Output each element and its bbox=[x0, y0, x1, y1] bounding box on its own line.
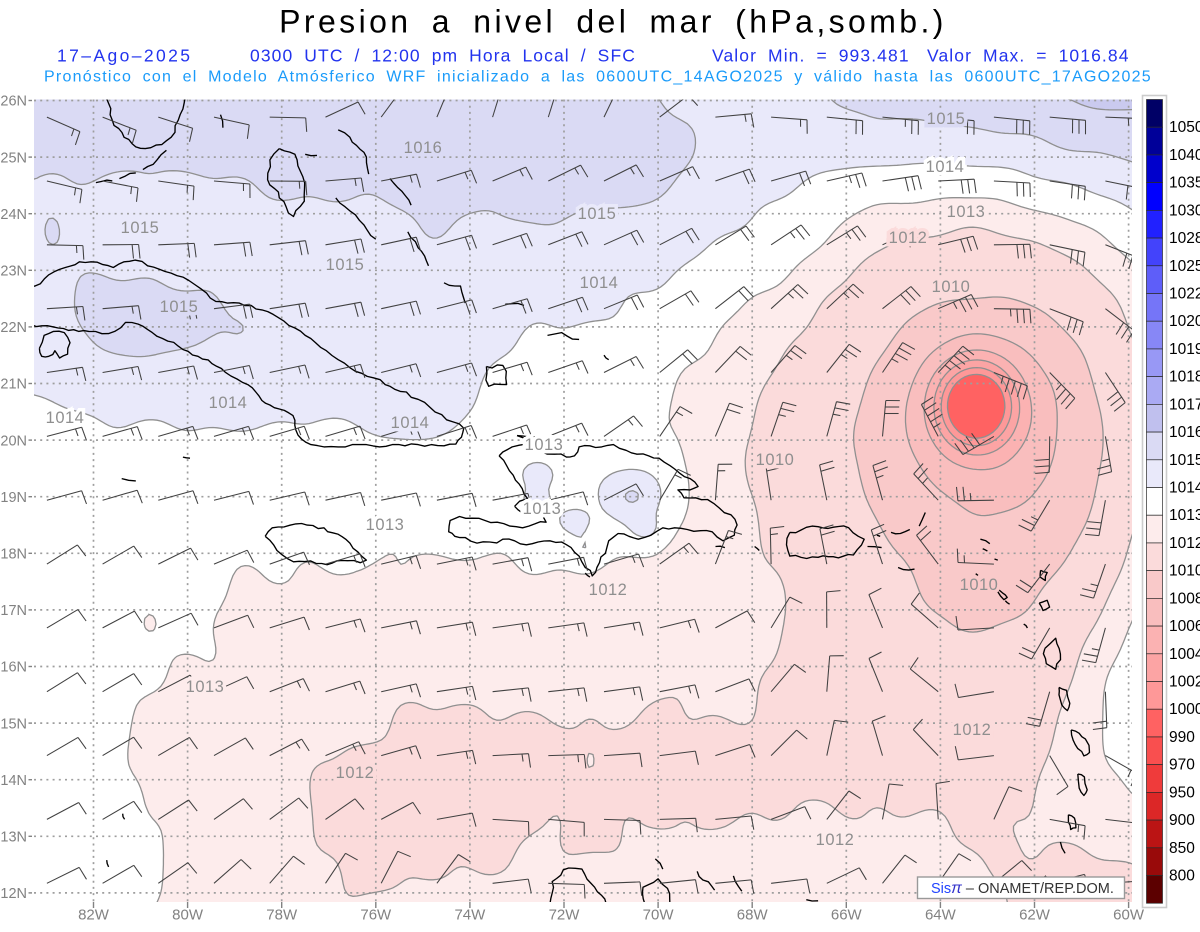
svg-text:1030: 1030 bbox=[1169, 202, 1200, 219]
svg-text:1015: 1015 bbox=[578, 205, 617, 223]
svg-text:1016: 1016 bbox=[1169, 424, 1200, 441]
svg-text:1013: 1013 bbox=[523, 500, 562, 518]
svg-text:17–Ago–2025: 17–Ago–2025 bbox=[57, 46, 192, 66]
svg-text:1006: 1006 bbox=[1169, 618, 1200, 635]
svg-text:16N: 16N bbox=[0, 660, 27, 676]
svg-text:Presion a nivel del mar (hPa,s: Presion a nivel del mar (hPa,somb.) bbox=[279, 4, 947, 40]
svg-text:24N: 24N bbox=[0, 207, 27, 223]
svg-text:1015: 1015 bbox=[121, 219, 160, 237]
svg-text:0300 UTC / 12:00 pm Hora Local: 0300 UTC / 12:00 pm Hora Local / SFC bbox=[250, 46, 636, 66]
svg-text:64W: 64W bbox=[925, 907, 957, 924]
svg-text:60W: 60W bbox=[1113, 907, 1145, 924]
svg-text:1014: 1014 bbox=[580, 274, 619, 292]
svg-text:1012: 1012 bbox=[1169, 535, 1200, 552]
svg-text:1014: 1014 bbox=[209, 394, 248, 412]
svg-text:1012: 1012 bbox=[953, 721, 992, 739]
svg-text:Sisπ – ONAMET/REP.DOM.: Sisπ – ONAMET/REP.DOM. bbox=[931, 880, 1114, 897]
svg-text:1015: 1015 bbox=[927, 110, 966, 128]
svg-text:19N: 19N bbox=[0, 490, 27, 506]
svg-text:1010: 1010 bbox=[1169, 563, 1200, 580]
svg-text:1010: 1010 bbox=[756, 451, 795, 469]
svg-text:70W: 70W bbox=[643, 907, 675, 924]
svg-text:76W: 76W bbox=[360, 907, 392, 924]
svg-text:990: 990 bbox=[1169, 729, 1195, 746]
svg-text:1035: 1035 bbox=[1169, 175, 1200, 192]
svg-text:850: 850 bbox=[1169, 840, 1195, 857]
svg-text:Valor Min. = 993.481: Valor Min. = 993.481 bbox=[712, 46, 910, 66]
svg-text:1020: 1020 bbox=[1169, 313, 1200, 330]
svg-text:1012: 1012 bbox=[889, 229, 928, 247]
svg-text:78W: 78W bbox=[266, 907, 298, 924]
svg-text:1025: 1025 bbox=[1169, 258, 1200, 275]
svg-text:1014: 1014 bbox=[926, 158, 965, 176]
svg-text:22N: 22N bbox=[0, 320, 27, 336]
svg-text:900: 900 bbox=[1169, 812, 1195, 829]
svg-text:Valor Max. = 1016.84: Valor Max. = 1016.84 bbox=[927, 46, 1130, 66]
svg-text:800: 800 bbox=[1169, 868, 1195, 885]
svg-text:1012: 1012 bbox=[336, 764, 375, 782]
svg-text:17N: 17N bbox=[0, 603, 27, 619]
svg-text:62W: 62W bbox=[1019, 907, 1051, 924]
svg-text:1004: 1004 bbox=[1169, 646, 1200, 663]
svg-text:12N: 12N bbox=[0, 886, 27, 902]
svg-text:1016: 1016 bbox=[404, 139, 443, 157]
svg-text:15N: 15N bbox=[0, 716, 27, 732]
svg-text:72W: 72W bbox=[549, 907, 581, 924]
svg-text:26N: 26N bbox=[0, 94, 27, 110]
svg-text:68W: 68W bbox=[737, 907, 769, 924]
svg-text:1013: 1013 bbox=[366, 516, 405, 534]
svg-text:1012: 1012 bbox=[816, 831, 855, 849]
svg-text:13N: 13N bbox=[0, 830, 27, 846]
svg-text:1014: 1014 bbox=[391, 414, 430, 432]
svg-text:66W: 66W bbox=[831, 907, 863, 924]
svg-text:1013: 1013 bbox=[1169, 507, 1200, 524]
svg-text:970: 970 bbox=[1169, 757, 1195, 774]
svg-text:1010: 1010 bbox=[932, 278, 971, 296]
svg-text:1015: 1015 bbox=[1169, 452, 1200, 469]
svg-text:1028: 1028 bbox=[1169, 230, 1200, 247]
svg-text:1008: 1008 bbox=[1169, 590, 1200, 607]
svg-text:1014: 1014 bbox=[46, 409, 85, 427]
svg-text:20N: 20N bbox=[0, 433, 27, 449]
svg-text:23N: 23N bbox=[0, 264, 27, 280]
svg-text:74W: 74W bbox=[454, 907, 486, 924]
svg-text:21N: 21N bbox=[0, 377, 27, 393]
svg-text:1017: 1017 bbox=[1169, 396, 1200, 413]
svg-text:950: 950 bbox=[1169, 784, 1195, 801]
svg-text:1000: 1000 bbox=[1169, 701, 1200, 718]
svg-text:1014: 1014 bbox=[1169, 480, 1200, 497]
svg-text:1012: 1012 bbox=[589, 581, 628, 599]
svg-text:1019: 1019 bbox=[1169, 341, 1200, 358]
svg-text:1040: 1040 bbox=[1169, 147, 1200, 164]
svg-text:25N: 25N bbox=[0, 150, 27, 166]
svg-text:1015: 1015 bbox=[160, 298, 199, 316]
svg-text:1015: 1015 bbox=[326, 256, 365, 274]
svg-text:1013: 1013 bbox=[525, 436, 564, 454]
svg-text:1018: 1018 bbox=[1169, 369, 1200, 386]
svg-text:1010: 1010 bbox=[960, 576, 999, 594]
svg-text:1013: 1013 bbox=[947, 203, 986, 221]
svg-text:82W: 82W bbox=[78, 907, 110, 924]
svg-text:Pronóstico con el Modelo Atmós: Pronóstico con el Modelo Atmósferico WRF… bbox=[44, 69, 1152, 86]
svg-text:18N: 18N bbox=[0, 547, 27, 563]
svg-text:1013: 1013 bbox=[186, 678, 225, 696]
svg-text:1002: 1002 bbox=[1169, 674, 1200, 691]
svg-text:1050: 1050 bbox=[1169, 119, 1200, 136]
svg-text:14N: 14N bbox=[0, 773, 27, 789]
svg-text:1022: 1022 bbox=[1169, 286, 1200, 303]
svg-text:80W: 80W bbox=[172, 907, 204, 924]
